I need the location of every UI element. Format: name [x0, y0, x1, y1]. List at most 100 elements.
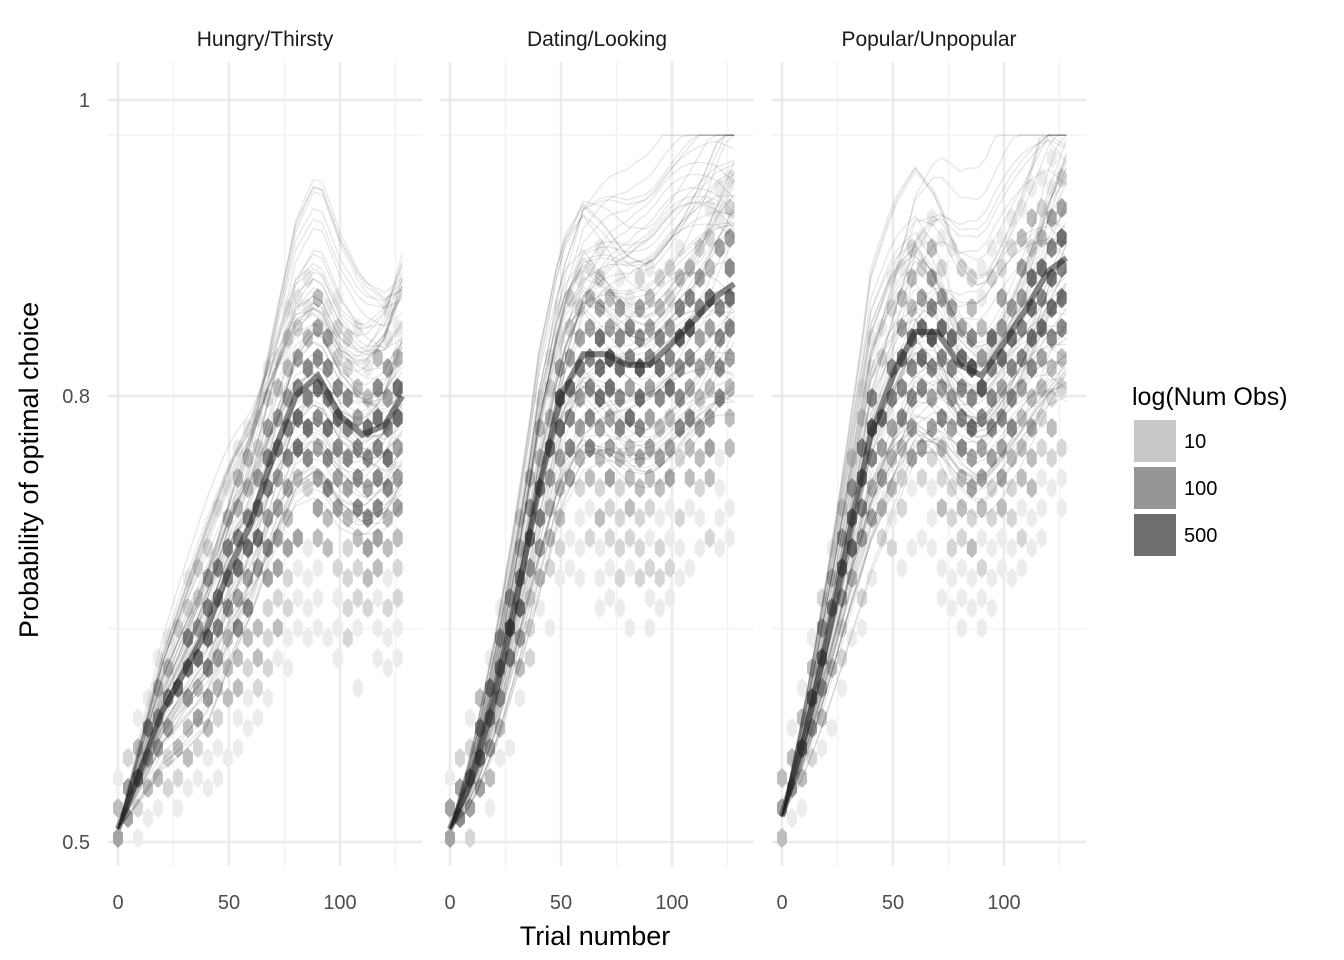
hexbin-cell — [232, 588, 243, 608]
hexbin-cell — [382, 478, 393, 498]
hexbin-cell — [172, 618, 183, 638]
hexbin-cell — [113, 798, 123, 818]
legend-label: 100 — [1184, 478, 1217, 500]
hexbin-cell — [372, 528, 383, 548]
hexbin-cell — [916, 228, 927, 248]
hexbin-cell — [262, 538, 273, 558]
hexbin-cell — [996, 528, 1007, 548]
hexbin-cell — [946, 388, 957, 408]
hexbin-cell — [976, 498, 987, 518]
trajectory-lines — [779, 134, 1068, 818]
hexbin-cell — [232, 618, 243, 638]
hexbin-cell — [986, 448, 997, 468]
hexbin-cell — [714, 538, 725, 558]
hexbin-cell — [684, 468, 695, 488]
hexbin-cell — [594, 388, 605, 408]
legend-swatch — [1134, 420, 1176, 462]
hexbin-cell — [544, 498, 555, 518]
hexbin-cell — [916, 288, 927, 308]
hexbin-cell — [302, 418, 313, 438]
hexbin-cell — [123, 748, 133, 768]
hexbin-cell — [464, 738, 475, 758]
trajectory-line — [117, 431, 403, 830]
hexbin-cell — [714, 178, 725, 198]
trajectory-line — [449, 302, 735, 830]
hexbin-cell — [302, 568, 313, 588]
hexbin-cell — [222, 478, 233, 498]
hexbin-cell — [714, 358, 725, 378]
hexbin-cell — [684, 438, 695, 458]
hexbin-cell — [322, 508, 333, 528]
hexbin-cell — [674, 538, 685, 558]
hexbin-cell — [544, 558, 555, 578]
hexbin-layer — [113, 268, 403, 848]
trajectory-line — [781, 183, 1067, 817]
hexbin-cell — [372, 468, 383, 488]
hexbin-cell — [554, 328, 565, 348]
hexbin-cell — [1026, 448, 1037, 468]
hexbin-cell — [564, 468, 575, 488]
hexbin-cell — [392, 588, 403, 608]
hexbin-cell — [896, 468, 907, 488]
hexbin-cell — [212, 498, 223, 518]
hexbin-cell — [684, 348, 695, 368]
trajectory-line — [117, 253, 403, 830]
hexbin-cell — [504, 738, 515, 758]
hexbin-cell — [704, 528, 715, 548]
hexbin-cell — [614, 388, 625, 408]
hexbin-cell — [242, 658, 253, 678]
hexbin-cell — [1016, 378, 1027, 398]
trajectory-line — [449, 322, 735, 830]
trajectory-line — [781, 222, 1067, 817]
hexbin-cell — [846, 628, 857, 648]
hexbin-cell — [282, 598, 293, 618]
hexbin-cell — [212, 558, 223, 578]
hexbin-cell — [192, 618, 203, 638]
hexbin-cell — [966, 568, 977, 588]
facet-title: Hungry/Thirsty — [197, 28, 334, 51]
hexbin-cell — [674, 268, 685, 288]
hexbin-cell — [836, 498, 847, 518]
hexbin-cell — [916, 438, 927, 458]
hexbin-cell — [152, 678, 163, 698]
hexbin-cell — [866, 478, 877, 498]
hexbin-cell — [332, 618, 343, 638]
trajectory-line — [117, 207, 403, 830]
hexbin-cell — [856, 528, 867, 548]
hexbin-cell — [634, 538, 645, 558]
hexbin-cell — [584, 438, 595, 458]
hexbin-cell — [896, 288, 907, 308]
hexbin-cell — [886, 538, 897, 558]
hexbin-cell — [956, 468, 967, 488]
hexbin-cell — [1006, 448, 1017, 468]
hexbin-cell — [342, 538, 353, 558]
hexbin-cell — [594, 448, 605, 468]
hexbin-cell — [564, 408, 575, 428]
hexbin-cell — [182, 748, 193, 768]
hexbin-cell — [604, 408, 615, 428]
hexbin-cell — [182, 688, 193, 708]
hexbin-cell — [724, 378, 735, 398]
hexbin-cell — [594, 568, 605, 588]
trajectory-lines — [115, 178, 405, 831]
hexbin-cell — [554, 298, 565, 318]
hexbin-cell — [272, 588, 283, 608]
trajectory-line — [781, 220, 1067, 817]
hexbin-cell — [986, 328, 997, 348]
legend-swatch — [1134, 467, 1176, 509]
trajectory-line — [449, 303, 735, 830]
hexbin-cell — [252, 708, 263, 728]
hexbin-cell — [142, 778, 153, 798]
hexbin-cell — [222, 598, 233, 618]
hexbin-cell — [342, 388, 353, 408]
trajectory-line — [449, 395, 735, 830]
hexbin-cell — [574, 298, 585, 318]
hexbin-cell — [362, 568, 373, 588]
hexbin-cell — [724, 528, 735, 548]
hexbin-cell — [382, 568, 393, 588]
hexbin-cell — [777, 828, 787, 848]
hexbin-cell — [946, 568, 957, 588]
hexbin-cell — [322, 358, 333, 378]
hexbin-cell — [976, 438, 987, 458]
trajectory-line — [781, 134, 1067, 817]
